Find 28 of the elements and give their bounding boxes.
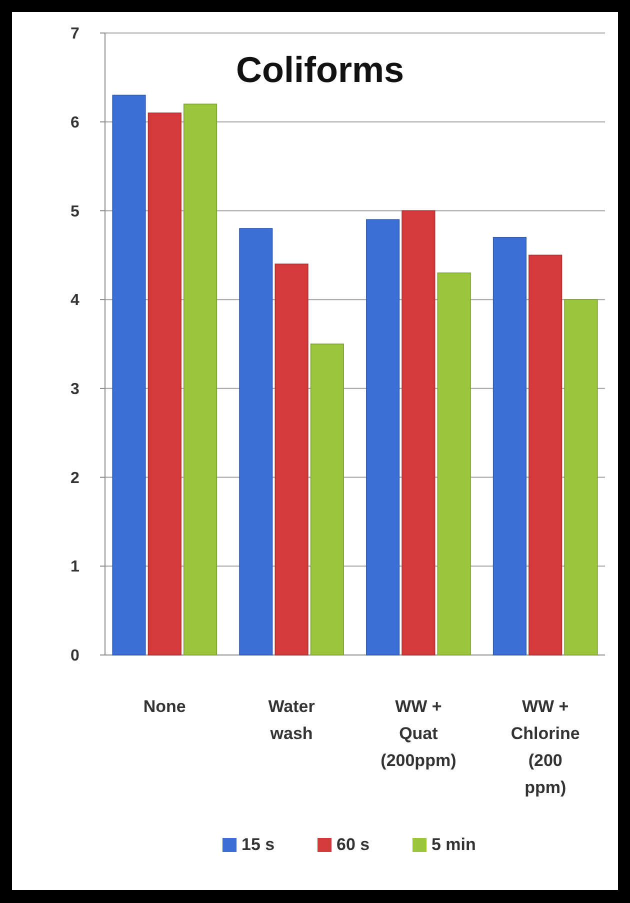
x-tick-label: Water wash — [268, 697, 316, 743]
y-tick-label: 5 — [70, 203, 80, 220]
bar — [183, 104, 218, 656]
legend-label: 60 s — [336, 835, 370, 854]
y-tick-label: 0 — [70, 648, 80, 665]
bar — [239, 228, 273, 656]
x-tick-label: WW + Quat (200ppm) — [380, 697, 456, 770]
text: Coliforms — [236, 49, 404, 90]
bar — [366, 219, 400, 656]
x-tick-label: None — [143, 697, 186, 716]
legend-label: 5 min — [432, 835, 476, 854]
bar — [437, 272, 471, 656]
y-tick-label: 6 — [70, 114, 80, 132]
bar — [148, 112, 182, 656]
bar — [528, 254, 562, 656]
bar — [564, 299, 598, 656]
y-tick-label: 4 — [70, 292, 80, 310]
legend-label: 15 s — [242, 835, 275, 854]
bar — [112, 94, 146, 656]
bar — [310, 344, 344, 656]
bar — [402, 210, 436, 656]
x-tick-label: WW + Chlorine (200 ppm) — [510, 697, 580, 797]
bar — [274, 264, 308, 656]
y-tick-label: 3 — [70, 381, 80, 398]
y-tick-label: 2 — [70, 470, 80, 487]
y-tick-label: 7 — [70, 26, 80, 43]
bar — [492, 236, 527, 656]
y-tick-label: 1 — [70, 558, 80, 576]
